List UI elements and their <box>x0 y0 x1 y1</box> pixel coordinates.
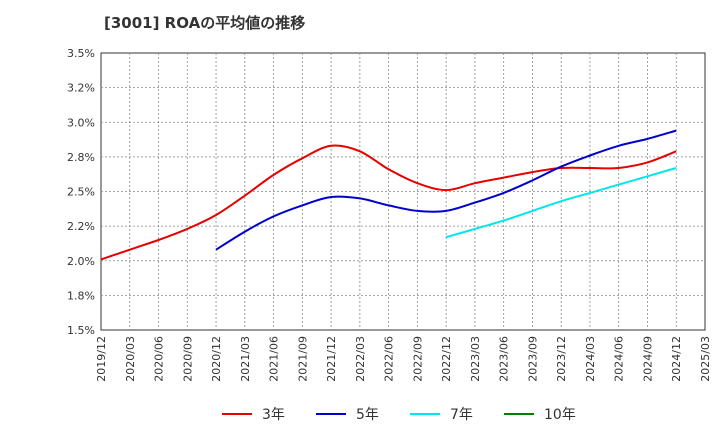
x-tick-label: 2019/12 <box>95 336 108 382</box>
x-tick-label: 2021/06 <box>268 336 281 382</box>
series-line-7年 <box>445 167 677 239</box>
legend-label: 5年 <box>356 407 379 423</box>
grid-lines <box>101 53 705 330</box>
legend-swatch <box>504 413 534 415</box>
legend-label: 7年 <box>450 407 473 423</box>
x-tick-label: 2021/03 <box>239 336 252 382</box>
x-tick-label: 2022/12 <box>440 336 453 382</box>
x-tick-label: 2024/09 <box>641 336 654 382</box>
y-tick-label: 1.8% <box>67 289 95 302</box>
x-tick-label: 2020/06 <box>153 336 166 382</box>
chart-title: [3001] ROAの平均値の推移 <box>104 14 306 32</box>
legend-swatch <box>222 413 252 415</box>
x-tick-label: 2023/12 <box>555 336 568 382</box>
x-tick-label: 2020/12 <box>210 336 223 382</box>
x-tick-label: 2021/09 <box>296 336 309 382</box>
legend-item: 7年 <box>410 404 473 424</box>
y-tick-label: 1.5% <box>67 324 95 337</box>
y-tick-label: 2.0% <box>67 255 95 268</box>
x-tick-label: 2023/06 <box>498 336 511 382</box>
y-tick-label: 3.0% <box>67 116 95 129</box>
x-tick-label: 2020/03 <box>124 336 137 382</box>
x-tick-label: 2024/03 <box>584 336 597 382</box>
x-tick-label: 2023/09 <box>526 336 539 382</box>
series-line-5年 <box>215 129 677 251</box>
y-axis-ticks: 3.5% 3.2% 3.0% 2.8% 2.5% 2.2% 2.0% 1.8% 1.5% <box>67 47 95 337</box>
x-tick-label: 2024/12 <box>670 336 683 382</box>
x-tick-label: 2022/03 <box>354 336 367 382</box>
legend-label: 10年 <box>544 407 576 423</box>
y-tick-label: 3.2% <box>67 82 95 95</box>
x-tick-label: 2023/03 <box>469 336 482 382</box>
legend-item: 3年 <box>222 404 285 424</box>
legend-item: 5年 <box>316 404 379 424</box>
x-tick-label: 2025/03 <box>699 336 712 382</box>
x-tick-label: 2020/09 <box>181 336 194 382</box>
x-tick-label: 2024/06 <box>613 336 626 382</box>
legend-label: 3年 <box>262 407 285 423</box>
series-line-3年 <box>100 144 677 261</box>
legend-item: 10年 <box>504 404 576 424</box>
y-tick-label: 2.8% <box>67 151 95 164</box>
y-tick-label: 2.2% <box>67 220 95 233</box>
x-axis-ticks: 2019/12 2020/03 2020/06 2020/09 2020/12 2021/… <box>95 336 712 382</box>
legend-swatch <box>410 413 440 415</box>
x-tick-label: 2021/12 <box>325 336 338 382</box>
legend-swatch <box>316 413 346 415</box>
series-lines <box>100 129 677 261</box>
y-tick-label: 2.5% <box>67 186 95 199</box>
x-tick-label: 2022/09 <box>411 336 424 382</box>
y-tick-label: 3.5% <box>67 47 95 60</box>
x-tick-label: 2022/06 <box>383 336 396 382</box>
